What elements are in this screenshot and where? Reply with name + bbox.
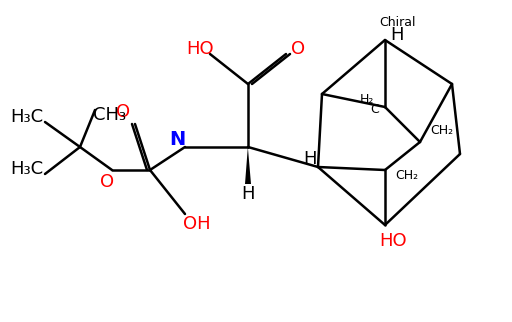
Polygon shape (245, 147, 251, 184)
Text: HO: HO (379, 232, 407, 250)
Text: HO: HO (186, 40, 214, 58)
Text: CH₂: CH₂ (431, 124, 454, 137)
Text: O: O (100, 173, 114, 191)
Text: H: H (390, 26, 404, 44)
Text: C: C (371, 102, 379, 116)
Text: H₃C: H₃C (10, 160, 44, 178)
Text: O: O (116, 103, 130, 121)
Text: H: H (303, 150, 317, 168)
Text: OH: OH (183, 215, 211, 233)
Text: N: N (169, 129, 185, 148)
Text: CH₂: CH₂ (395, 168, 419, 182)
Text: Chiral: Chiral (379, 15, 415, 29)
Text: H₂: H₂ (360, 92, 374, 106)
Text: H₃C: H₃C (10, 108, 44, 126)
Text: H: H (241, 185, 255, 203)
Text: CH₃: CH₃ (93, 106, 126, 124)
Text: O: O (291, 40, 305, 58)
